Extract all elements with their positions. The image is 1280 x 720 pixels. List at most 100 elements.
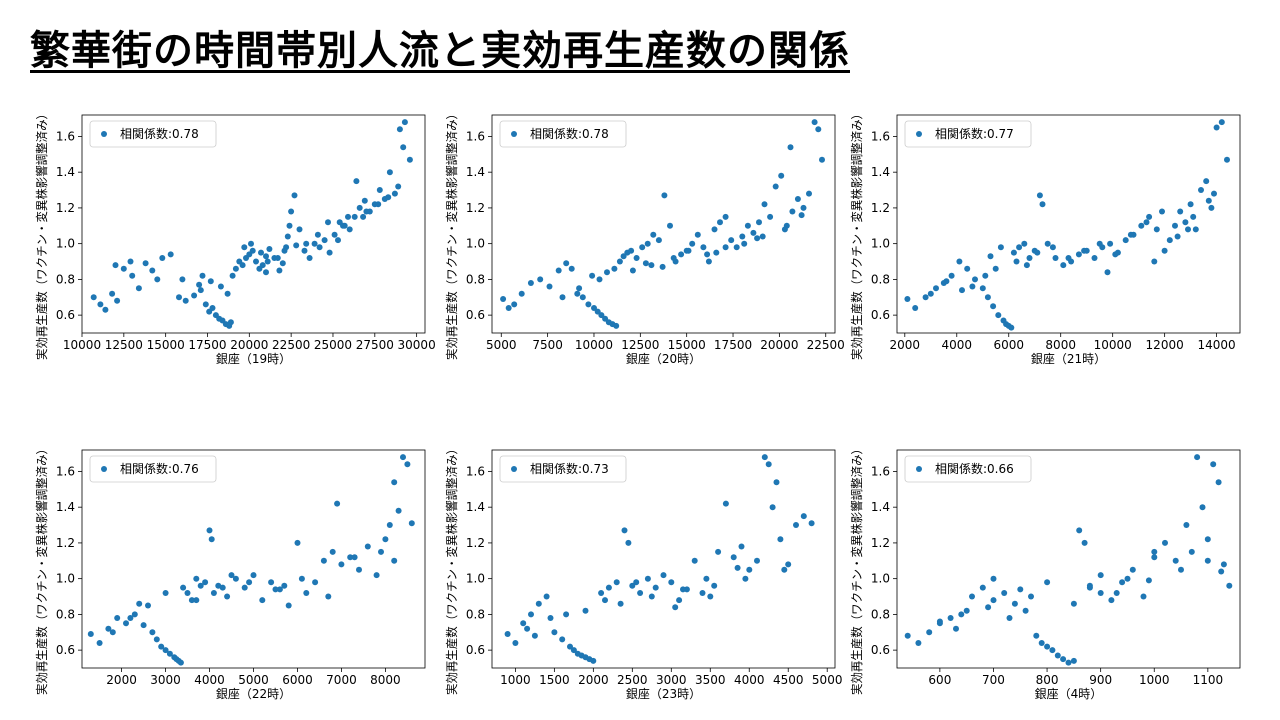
data-point [259, 262, 266, 269]
legend: 相関係数:0.78 [89, 120, 217, 148]
x-tick-label: 700 [982, 673, 1005, 687]
data-point [1091, 255, 1098, 261]
data-point [759, 233, 766, 240]
data-point [149, 267, 156, 274]
data-point [281, 247, 288, 254]
data-point [777, 536, 784, 543]
data-point [1161, 247, 1168, 254]
x-axis-label: 銀座（19時） [216, 351, 291, 365]
data-point [1081, 247, 1088, 254]
data-point [331, 231, 338, 238]
data-point [395, 183, 402, 190]
x-tick-label: 12500 [621, 338, 659, 352]
data-point [535, 600, 542, 607]
x-tick-label: 2000 [578, 673, 609, 687]
data-point [518, 290, 525, 297]
data-point [258, 249, 264, 256]
data-point [750, 229, 757, 236]
data-point [728, 237, 735, 244]
data-point [800, 204, 807, 211]
data-point [628, 247, 635, 254]
data-point [376, 187, 383, 193]
data-point [570, 647, 577, 654]
x-tick-label: 10000 [1094, 338, 1132, 352]
data-point [391, 479, 398, 486]
y-tick-label: 1.4 [466, 165, 485, 179]
data-point [1203, 178, 1210, 185]
data-point [761, 454, 768, 461]
x-tick-label: 30000 [398, 338, 436, 352]
data-point [543, 593, 550, 600]
data-point [1096, 240, 1103, 247]
data-point [620, 253, 627, 260]
data-point [1145, 577, 1152, 584]
data-point [347, 554, 354, 561]
x-tick-label: 12500 [105, 338, 143, 352]
data-point [1159, 208, 1165, 215]
data-point [598, 590, 605, 596]
data-point [613, 579, 620, 586]
data-point [274, 255, 281, 261]
data-point [1052, 255, 1059, 261]
data-point [239, 262, 246, 269]
data-point [1036, 192, 1043, 199]
legend-label: 相関係数:0.76 [120, 461, 199, 476]
data-point [1104, 269, 1111, 276]
data-point [329, 548, 336, 555]
legend-box [89, 455, 217, 483]
data-point [700, 244, 707, 251]
data-point [922, 294, 929, 301]
legend-marker [101, 131, 107, 137]
scatter-chart: 2000 3000 4000 5000 6000 7000 8000 0.6 0.8 1.0 1.2… [34, 443, 426, 700]
data-point [314, 231, 321, 238]
data-point [806, 190, 812, 197]
x-tick-label: 25000 [314, 338, 352, 352]
data-point [1204, 557, 1211, 564]
y-tick-label: 1.0 [56, 237, 75, 251]
x-tick-label: 4000 [194, 673, 225, 687]
data-point [153, 636, 160, 643]
data-point [1138, 222, 1145, 229]
scatter-panel-21: 2000 4000 6000 8000 10000 12000 14000 0.6 0.8 1.0… [845, 95, 1265, 365]
data-point [306, 255, 313, 261]
data-point [800, 513, 807, 520]
data-point [1038, 640, 1045, 646]
data-point [140, 622, 147, 629]
data-point [617, 600, 624, 607]
data-point [1151, 548, 1158, 555]
data-point [1033, 632, 1040, 639]
x-tick-label: 900 [1089, 673, 1112, 687]
data-point [229, 272, 236, 279]
data-point [524, 625, 531, 632]
x-tick-label: 7000 [326, 673, 357, 687]
data-point [249, 247, 256, 254]
y-tick-label: 0.8 [56, 607, 75, 621]
data-point [1039, 201, 1046, 208]
data-point [629, 267, 636, 274]
data-point [756, 219, 762, 226]
data-point [263, 253, 269, 260]
data-point [582, 607, 589, 614]
y-tick-label: 0.8 [466, 272, 485, 286]
y-tick-label: 1.6 [56, 464, 75, 478]
data-point [1060, 656, 1067, 663]
data-point [590, 657, 597, 664]
data-point [298, 575, 305, 582]
data-point [563, 260, 570, 267]
data-point [808, 520, 815, 527]
data-point [196, 281, 203, 288]
data-point [661, 192, 668, 199]
data-point [1034, 249, 1041, 256]
data-point [127, 258, 134, 265]
x-tick-label: 1500 [539, 673, 570, 687]
data-point [87, 631, 94, 637]
data-point [1006, 615, 1013, 621]
x-tick-label: 22500 [807, 338, 845, 352]
data-point [1218, 568, 1225, 575]
x-tick-label: 600 [928, 673, 951, 687]
data-point [191, 292, 198, 299]
data-point [1097, 572, 1104, 579]
legend: 相関係数:0.77 [904, 120, 1032, 148]
data-point [733, 244, 740, 251]
legend-box [904, 120, 1032, 148]
